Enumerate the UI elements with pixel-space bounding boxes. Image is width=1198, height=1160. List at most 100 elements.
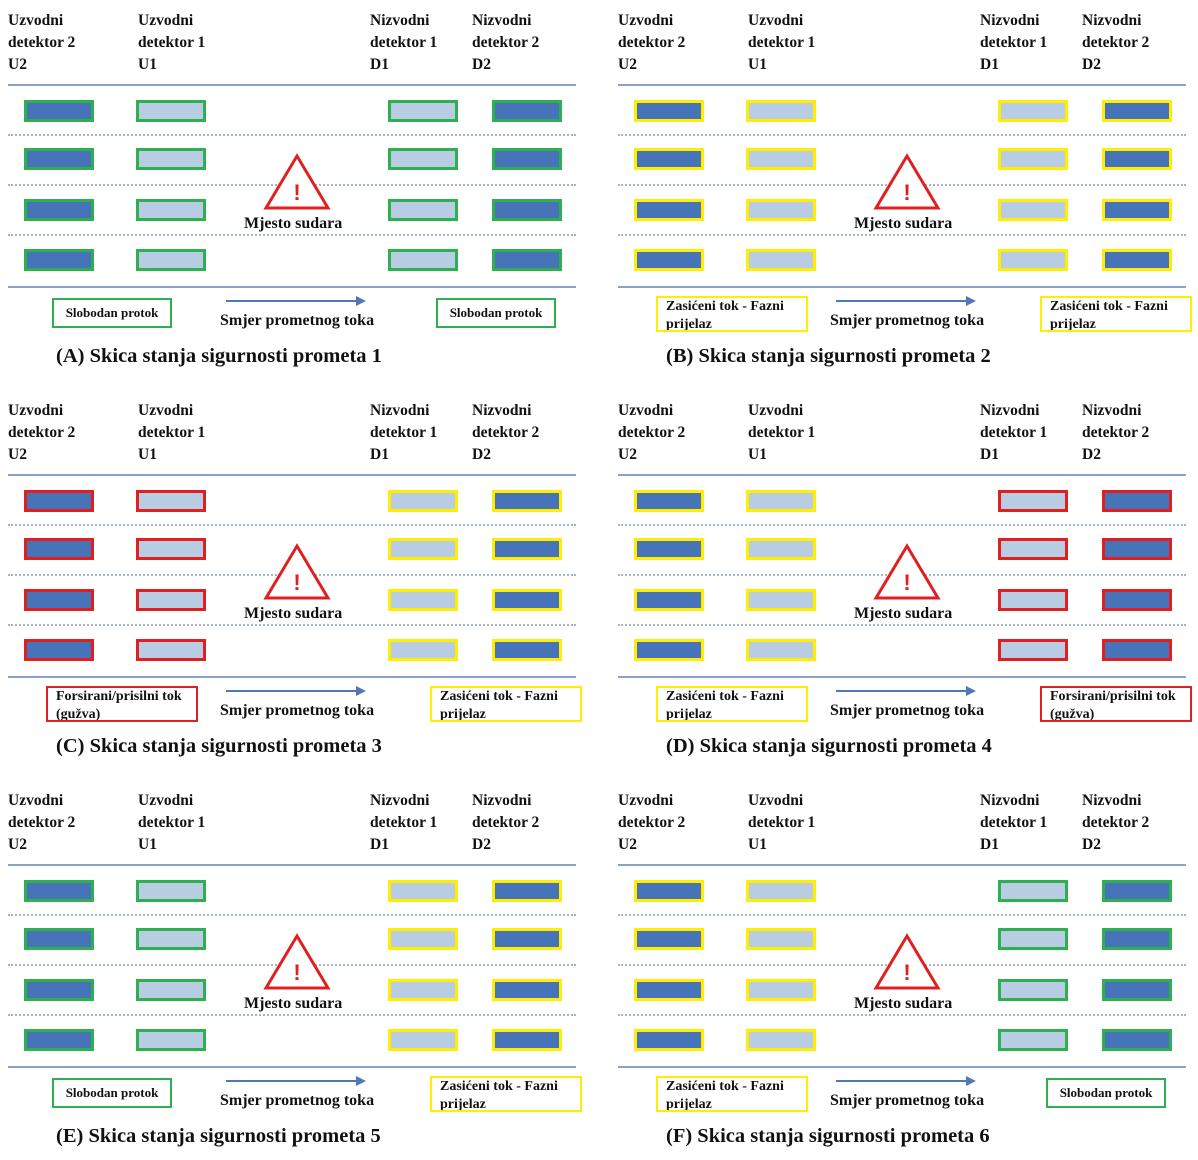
warning-triangle-shape [263, 543, 331, 600]
detector-label-line: U2 [8, 836, 27, 853]
road-top-edge [8, 84, 576, 86]
vehicle [24, 100, 94, 122]
detector-label-u2: Uzvodni detektor 2 U2 [8, 790, 75, 856]
vehicle [24, 979, 94, 1001]
detector-label-line: Nizvodni [472, 402, 532, 419]
warning-triangle-icon: ! [262, 932, 332, 992]
vehicle [24, 928, 94, 950]
detector-label-u1: Uzvodni detektor 1 U1 [138, 10, 205, 76]
detector-label-d1: Nizvodni detektor 1 D1 [980, 10, 1047, 76]
arrow-head [356, 1076, 366, 1086]
warning-exclamation: ! [903, 570, 910, 595]
vehicle [136, 979, 206, 1001]
warning-triangle-svg: ! [263, 153, 331, 210]
vehicle [24, 1029, 94, 1051]
detector-label-line: Nizvodni [1082, 12, 1142, 29]
detector-label-line: detektor 1 [138, 814, 206, 831]
detector-label-line: detektor 2 [8, 424, 76, 441]
scenario-caption: (C) Skica stanja sigurnosti prometa 3 [56, 735, 382, 757]
traffic-state-upstream: Zasićeni tok - Fazni prijelaz [656, 1076, 808, 1112]
scenario-caption: (D) Skica stanja sigurnosti prometa 4 [666, 735, 992, 757]
detector-label-line: D2 [472, 56, 491, 73]
vehicle [492, 979, 562, 1001]
detector-label-line: Nizvodni [370, 792, 430, 809]
detector-label-line: U2 [8, 56, 27, 73]
traffic-state-downstream: Zasićeni tok - Fazni prijelaz [1040, 296, 1192, 332]
detector-label-u2: Uzvodni detektor 2 U2 [8, 400, 75, 466]
vehicle [136, 1029, 206, 1051]
detector-label-line: U1 [748, 56, 767, 73]
warning-exclamation: ! [293, 180, 300, 205]
vehicle [634, 490, 704, 512]
crash-site-label: Mjesto sudara [244, 995, 343, 1012]
vehicle [24, 199, 94, 221]
vehicle [1102, 589, 1172, 611]
vehicle [136, 490, 206, 512]
vehicle [746, 249, 816, 271]
vehicle [24, 589, 94, 611]
lane-divider [8, 234, 576, 236]
vehicle [634, 199, 704, 221]
vehicle [24, 639, 94, 661]
detector-label-line: Uzvodni [618, 402, 674, 419]
detector-label-line: detektor 1 [748, 34, 816, 51]
scenario-panel: Uzvodni detektor 2 U2 Uzvodni detektor 1 U1 Ni… [0, 780, 590, 1160]
direction-arrow-svg [836, 1076, 976, 1086]
vehicle [746, 979, 816, 1001]
detector-label-line: detektor 1 [748, 814, 816, 831]
scenario-panel: Uzvodni detektor 2 U2 Uzvodni detektor 1 U1 Ni… [0, 390, 590, 770]
detector-label-u1: Uzvodni detektor 1 U1 [748, 400, 815, 466]
detector-label-line: detektor 2 [472, 814, 540, 831]
traffic-state-upstream: Slobodan protok [52, 298, 172, 328]
vehicle [998, 1029, 1068, 1051]
detector-label-d1: Nizvodni detektor 1 D1 [370, 400, 437, 466]
warning-exclamation: ! [903, 180, 910, 205]
vehicle [492, 490, 562, 512]
direction-arrow-svg [836, 686, 976, 696]
detector-label-line: detektor 1 [980, 34, 1048, 51]
arrow-head [356, 296, 366, 306]
vehicle [998, 639, 1068, 661]
warning-exclamation: ! [293, 570, 300, 595]
detector-label-line: Nizvodni [472, 792, 532, 809]
vehicle [1102, 249, 1172, 271]
flow-direction-label: Smjer prometnog toka [830, 312, 985, 329]
vehicle [388, 100, 458, 122]
vehicle [998, 148, 1068, 170]
traffic-state-downstream: Forsirani/prisilni tok (gužva) [1040, 686, 1192, 722]
detector-label-line: U1 [138, 56, 157, 73]
detector-label-line: detektor 1 [138, 34, 206, 51]
arrow-head [966, 1076, 976, 1086]
vehicle [388, 249, 458, 271]
detector-label-d1: Nizvodni detektor 1 D1 [980, 400, 1047, 466]
vehicle [136, 148, 206, 170]
detector-label-line: U1 [748, 446, 767, 463]
crash-site-label: Mjesto sudara [854, 605, 953, 622]
vehicle [24, 880, 94, 902]
warning-triangle-svg: ! [873, 933, 941, 990]
vehicle [1102, 490, 1172, 512]
traffic-state-downstream: Zasićeni tok - Fazni prijelaz [430, 686, 582, 722]
detector-label-line: D2 [1082, 446, 1101, 463]
vehicle [746, 639, 816, 661]
detector-label-u1: Uzvodni detektor 1 U1 [138, 400, 205, 466]
vehicle [998, 979, 1068, 1001]
detector-label-u2: Uzvodni detektor 2 U2 [618, 400, 685, 466]
detector-label-line: Uzvodni [748, 12, 804, 29]
detector-label-line: detektor 2 [618, 424, 686, 441]
vehicle [136, 249, 206, 271]
vehicle [998, 199, 1068, 221]
flow-direction-label: Smjer prometnog toka [220, 1092, 375, 1109]
detector-label-line: detektor 1 [980, 424, 1048, 441]
vehicle [492, 1029, 562, 1051]
traffic-state-downstream: Slobodan protok [1046, 1078, 1166, 1108]
vehicle [634, 589, 704, 611]
detector-label-line: D2 [472, 836, 491, 853]
vehicle [24, 148, 94, 170]
flow-direction-label: Smjer prometnog toka [220, 312, 375, 329]
vehicle [998, 538, 1068, 560]
detector-label-d2: Nizvodni detektor 2 D2 [1082, 10, 1149, 76]
traffic-state-upstream: Zasićeni tok - Fazni prijelaz [656, 296, 808, 332]
traffic-state-downstream: Slobodan protok [436, 298, 556, 328]
lane-divider [618, 914, 1186, 916]
